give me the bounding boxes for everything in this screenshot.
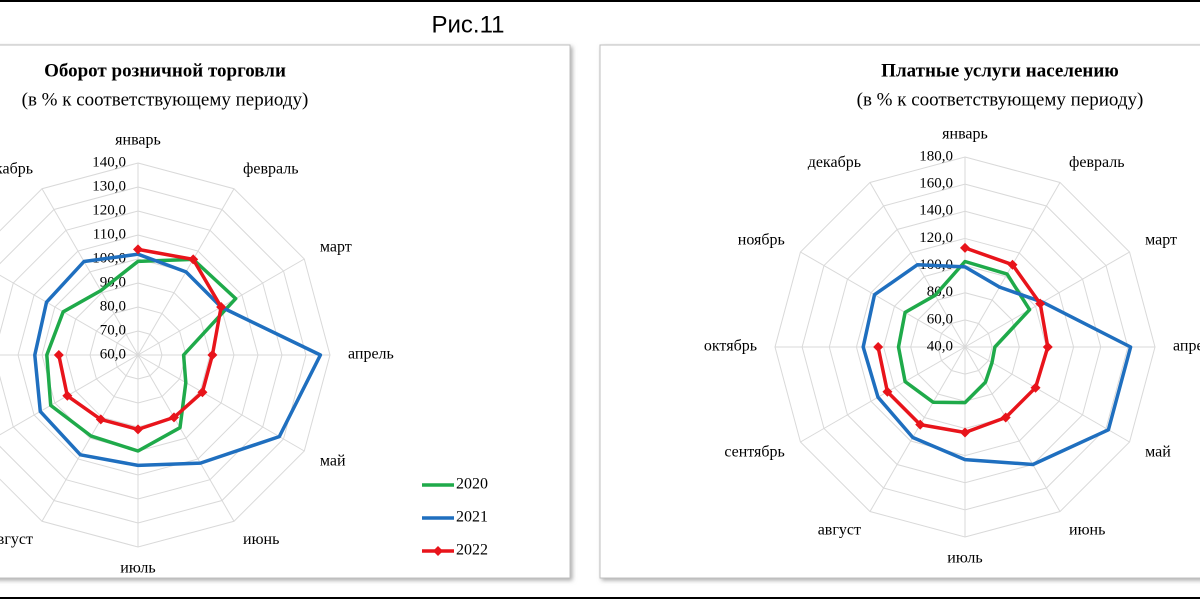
chart-subtitle: (в % к соответствующему периоду) <box>857 89 1144 110</box>
chart-panel: Платные услуги населению (в % к соответст… <box>704 60 1200 566</box>
spoke <box>41 188 139 356</box>
category-label: май <box>1145 444 1171 461</box>
category-label: февраль <box>1069 154 1125 171</box>
r-tick-label: 60,0 <box>927 311 953 327</box>
category-label: август <box>818 521 861 538</box>
point-marker <box>133 244 143 255</box>
chart-panel: Оборот розничной торговли (в % к соответс… <box>0 60 488 577</box>
point-marker <box>873 342 884 352</box>
category-label: январь <box>115 132 161 149</box>
category-label: март <box>1145 232 1177 249</box>
r-tick-label: 120,0 <box>92 202 126 218</box>
category-label: май <box>320 453 346 470</box>
spoke <box>869 346 966 512</box>
r-tick-label: 80,0 <box>100 298 126 314</box>
r-tick-label: 140,0 <box>919 203 953 219</box>
category-label: сентябрь <box>724 444 785 461</box>
legend-label: 2021 <box>456 509 488 526</box>
category-label: июнь <box>243 531 279 548</box>
spoke <box>137 354 235 522</box>
point-marker <box>95 414 106 425</box>
chart-subtitle: (в % к соответствующему периоду) <box>22 89 309 110</box>
category-label: июль <box>120 560 155 577</box>
series-line <box>45 257 238 453</box>
spoke <box>800 346 966 443</box>
legend-marker <box>433 546 443 556</box>
point-marker <box>1042 342 1053 352</box>
category-label: март <box>320 239 352 256</box>
category-label: декабрь <box>0 160 33 177</box>
spoke <box>0 354 139 436</box>
point-marker <box>169 412 179 423</box>
legend-label: 2020 <box>456 476 488 493</box>
point-marker <box>915 419 926 430</box>
point-marker <box>882 386 893 397</box>
chart-title: Платные услуги населению <box>881 60 1119 81</box>
spoke <box>137 354 305 452</box>
category-label: январь <box>942 126 988 143</box>
category-label: апрель <box>1173 338 1200 355</box>
point-marker <box>1000 412 1011 423</box>
r-tick-label: 180,0 <box>919 148 953 164</box>
spoke <box>964 251 1130 348</box>
point-marker <box>197 387 208 398</box>
point-marker <box>960 242 970 253</box>
r-tick-label: 40,0 <box>927 338 953 354</box>
category-label: июнь <box>1069 521 1105 538</box>
r-tick-label: 70,0 <box>100 322 126 338</box>
spoke <box>964 346 1061 512</box>
legend-label: 2022 <box>456 542 488 559</box>
series-line <box>57 247 223 432</box>
point-marker <box>960 427 970 438</box>
spoke <box>0 274 139 356</box>
point-marker <box>188 254 199 265</box>
point-marker <box>216 302 227 312</box>
r-tick-label: 60,0 <box>100 346 126 362</box>
category-label: ноябрь <box>738 232 785 249</box>
series-line <box>896 259 1032 405</box>
r-tick-label: 110,0 <box>93 226 126 242</box>
category-label: февраль <box>243 160 299 177</box>
r-tick-label: 160,0 <box>919 176 953 192</box>
point-marker <box>53 350 64 360</box>
point-marker <box>62 390 73 401</box>
series-line <box>876 246 1050 435</box>
category-label: декабрь <box>808 154 861 171</box>
spoke <box>800 251 966 348</box>
r-tick-label: 120,0 <box>919 230 953 246</box>
point-marker <box>1030 382 1041 393</box>
category-label: апрель <box>348 346 394 363</box>
r-tick-label: 140,0 <box>92 154 126 170</box>
figure-caption: Рис.11 <box>432 11 505 38</box>
category-label: июль <box>947 550 982 567</box>
r-tick-label: 130,0 <box>92 178 126 194</box>
category-label: октябрь <box>704 338 757 355</box>
category-label: август <box>0 531 33 548</box>
spoke <box>41 354 139 522</box>
point-marker <box>133 424 143 435</box>
point-marker <box>1035 298 1046 309</box>
chart-title: Оборот розничной торговли <box>44 60 286 81</box>
point-marker <box>1007 259 1018 270</box>
panel-left <box>0 44 571 579</box>
panel-right <box>599 44 1200 579</box>
point-marker <box>207 350 218 360</box>
